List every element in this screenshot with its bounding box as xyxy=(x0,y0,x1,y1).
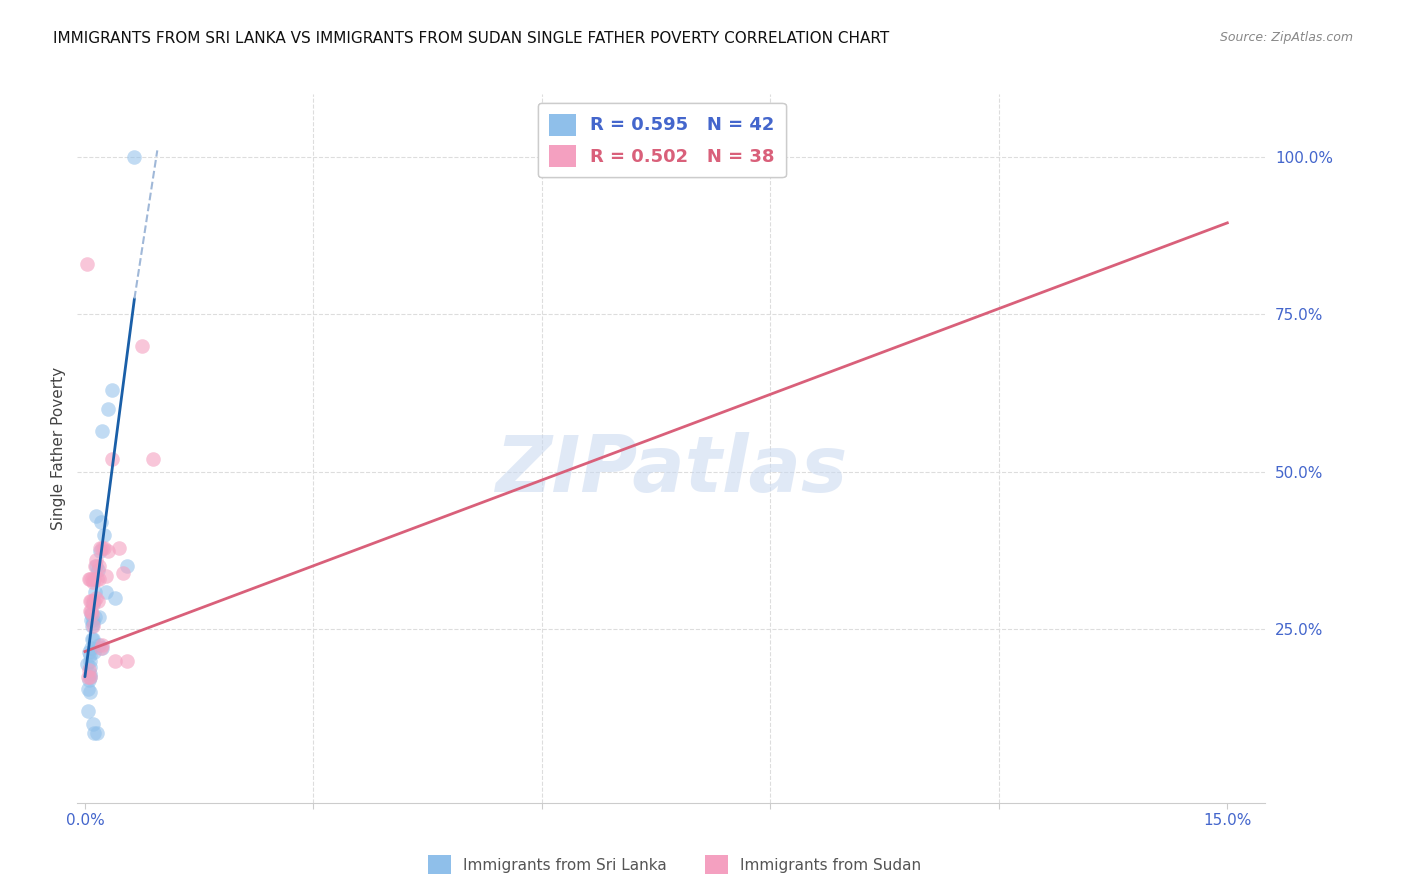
Point xyxy=(82,597,104,611)
Point xyxy=(82,717,104,731)
Point xyxy=(115,654,138,668)
Point xyxy=(100,383,122,397)
Point xyxy=(90,516,112,530)
Point xyxy=(142,452,165,467)
Point xyxy=(89,638,111,652)
Text: IMMIGRANTS FROM SRI LANKA VS IMMIGRANTS FROM SUDAN SINGLE FATHER POVERTY CORRELA: IMMIGRANTS FROM SRI LANKA VS IMMIGRANTS … xyxy=(53,31,890,46)
Point xyxy=(84,591,107,605)
Point xyxy=(79,670,101,684)
Point xyxy=(93,541,115,555)
Point xyxy=(97,543,120,558)
Point xyxy=(104,654,127,668)
Point xyxy=(94,584,117,599)
Point xyxy=(108,541,131,555)
Point xyxy=(97,401,120,416)
Point xyxy=(91,638,114,652)
Text: Source: ZipAtlas.com: Source: ZipAtlas.com xyxy=(1219,31,1353,45)
Point xyxy=(79,603,101,617)
Point xyxy=(82,575,104,590)
Point xyxy=(76,257,98,271)
Point xyxy=(80,594,103,608)
Point xyxy=(115,559,138,574)
Point xyxy=(80,607,103,621)
Legend: Immigrants from Sri Lanka, Immigrants from Sudan: Immigrants from Sri Lanka, Immigrants fr… xyxy=(422,849,928,880)
Point xyxy=(104,591,127,605)
Point xyxy=(89,541,111,555)
Point xyxy=(89,543,111,558)
Point xyxy=(83,584,105,599)
Point xyxy=(80,607,103,621)
Point xyxy=(80,619,103,633)
Point xyxy=(79,670,101,684)
Point xyxy=(82,594,104,608)
Point xyxy=(83,559,105,574)
Y-axis label: Single Father Poverty: Single Father Poverty xyxy=(51,367,66,530)
Point xyxy=(83,610,105,624)
Point xyxy=(77,572,100,586)
Point xyxy=(80,641,103,656)
Point xyxy=(83,644,105,658)
Point xyxy=(76,657,98,672)
Point xyxy=(90,641,112,656)
Point xyxy=(91,424,114,438)
Point xyxy=(79,654,101,668)
Point xyxy=(86,572,108,586)
Point xyxy=(86,553,108,567)
Point xyxy=(112,566,135,580)
Point xyxy=(82,619,104,633)
Point xyxy=(80,572,103,586)
Point xyxy=(79,594,101,608)
Point xyxy=(79,685,101,699)
Point xyxy=(77,682,100,697)
Point xyxy=(124,150,146,164)
Point xyxy=(79,660,101,674)
Point xyxy=(87,563,110,577)
Point xyxy=(77,673,100,687)
Point xyxy=(79,666,101,681)
Point xyxy=(94,569,117,583)
Point xyxy=(83,572,105,586)
Point xyxy=(80,613,103,627)
Point xyxy=(82,616,104,631)
Point xyxy=(83,594,105,608)
Point xyxy=(79,572,101,586)
Point xyxy=(80,603,103,617)
Point xyxy=(83,726,105,740)
Point xyxy=(84,508,107,523)
Legend: R = 0.595   N = 42, R = 0.502   N = 38: R = 0.595 N = 42, R = 0.502 N = 38 xyxy=(538,103,786,178)
Point xyxy=(86,559,108,574)
Point xyxy=(82,632,104,646)
Point xyxy=(79,648,101,662)
Point xyxy=(131,339,153,353)
Point xyxy=(77,664,100,678)
Point xyxy=(77,644,100,658)
Point xyxy=(80,632,103,646)
Point xyxy=(77,705,100,719)
Point xyxy=(93,528,115,542)
Point xyxy=(77,670,100,684)
Point xyxy=(90,541,112,555)
Point xyxy=(87,594,110,608)
Point xyxy=(87,610,110,624)
Point xyxy=(89,572,111,586)
Point xyxy=(86,726,108,740)
Point xyxy=(90,641,112,656)
Point xyxy=(87,559,110,574)
Point xyxy=(82,613,104,627)
Text: ZIPatlas: ZIPatlas xyxy=(495,432,848,508)
Point xyxy=(100,452,122,467)
